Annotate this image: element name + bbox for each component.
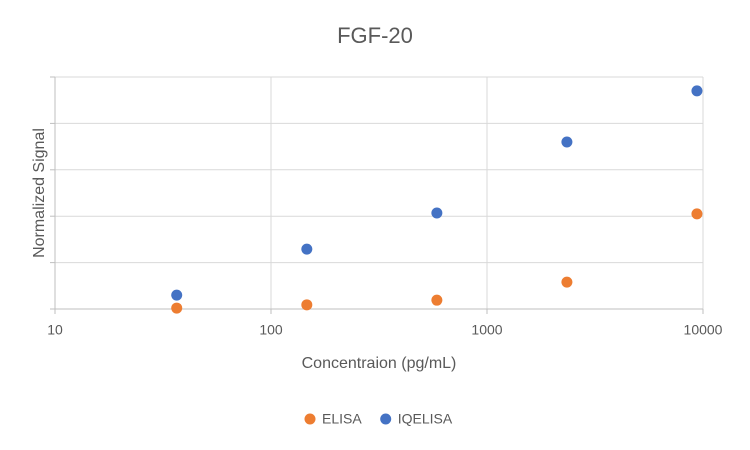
point: [301, 299, 313, 311]
legend-marker: [380, 413, 392, 425]
point: [691, 85, 703, 97]
point: [561, 276, 573, 288]
point: [561, 136, 573, 148]
legend-label: ELISA: [322, 411, 362, 427]
legend-label: IQELISA: [398, 411, 453, 427]
x-tick-label: 10000: [684, 322, 723, 338]
y-axis-label: Normalized Signal: [31, 128, 48, 258]
point: [171, 289, 183, 301]
point: [301, 243, 313, 255]
legend-marker: [304, 413, 316, 425]
point: [431, 294, 443, 306]
x-tick-label: 1000: [471, 322, 502, 338]
chart-title: FGF-20: [337, 23, 413, 48]
point: [691, 208, 703, 220]
x-axis-label: Concentraion (pg/mL): [302, 355, 457, 372]
point: [171, 302, 183, 314]
x-tick-label: 100: [259, 322, 283, 338]
x-tick-label: 10: [47, 322, 63, 338]
point: [431, 207, 443, 219]
